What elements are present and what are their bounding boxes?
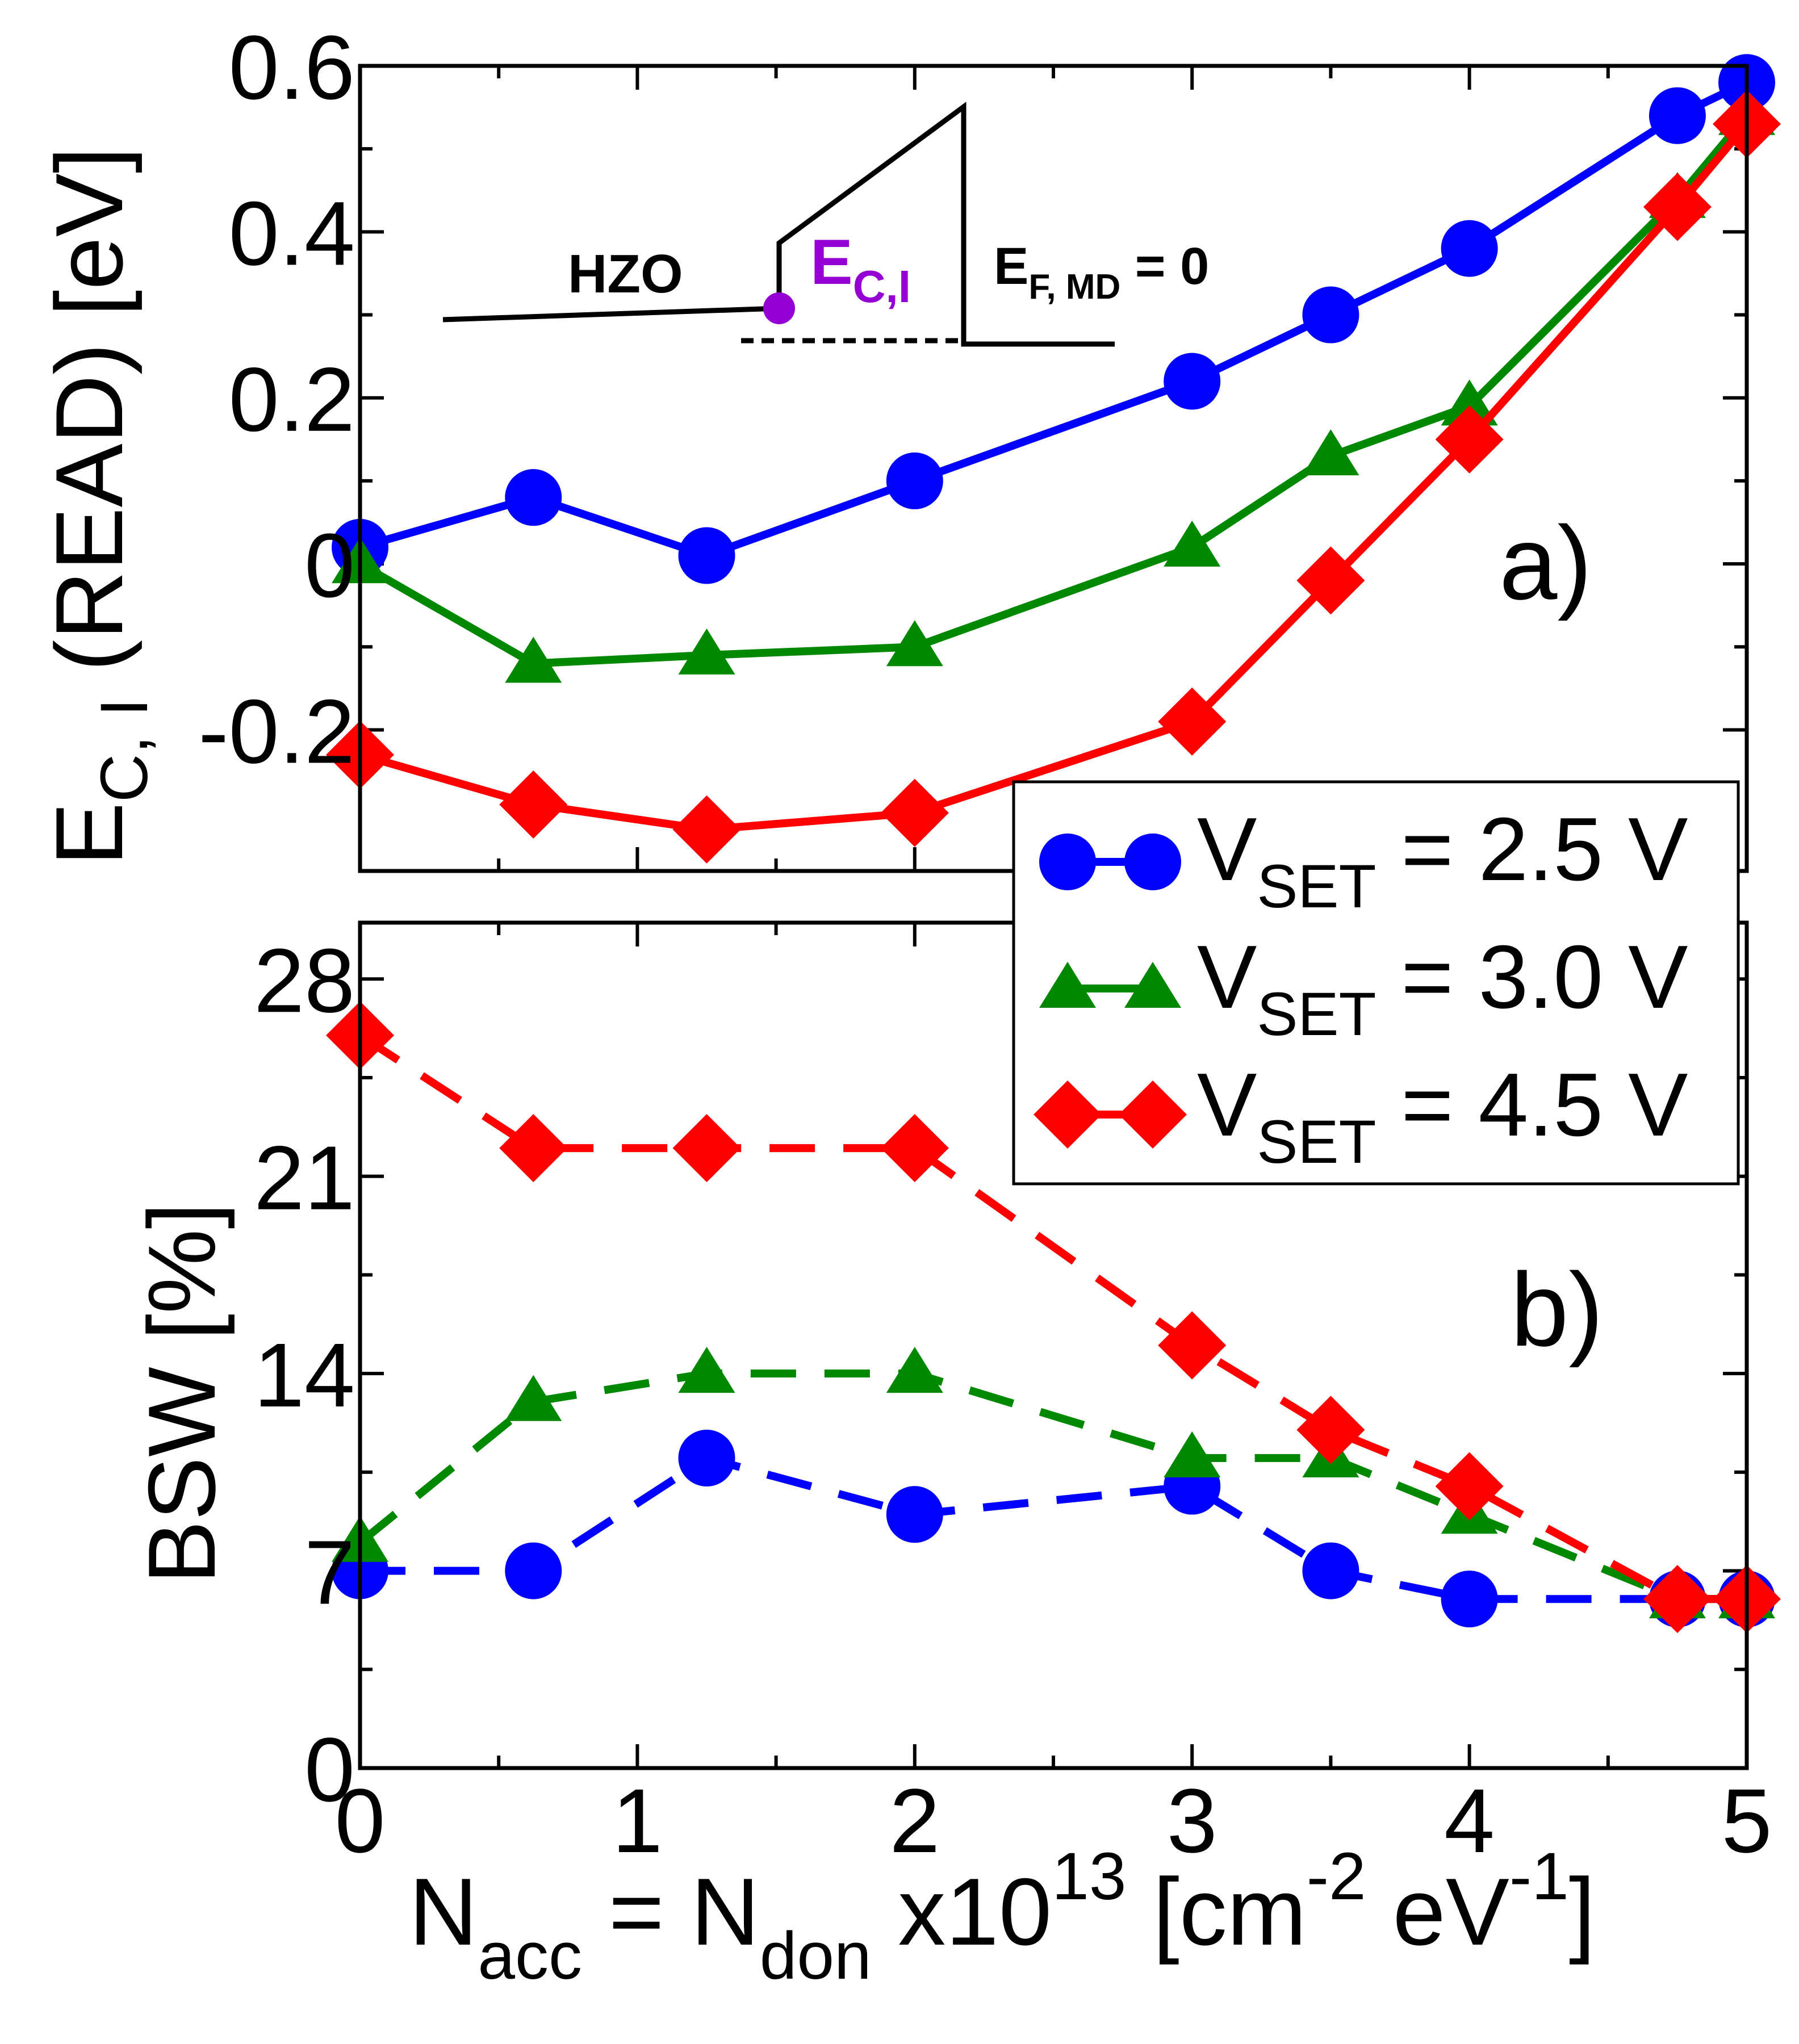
legend-marker-diamond xyxy=(1119,1080,1187,1149)
legend: VSET = 2.5 V VSET = 3.0 V VSET = 4.5 V xyxy=(1012,780,1740,1186)
y-tick-label: -0.2 xyxy=(198,680,355,782)
data-point-diamond xyxy=(1643,173,1712,241)
data-point-circle xyxy=(678,1430,735,1487)
y-tick-label: 14 xyxy=(254,1324,355,1426)
panel-a-y-tick-labels: 0.6 0.4 0.2 0 -0.2 xyxy=(198,16,355,782)
panel-b-label: b) xyxy=(1511,1251,1604,1368)
inset-point-label: EC,I xyxy=(810,227,911,312)
data-point-triangle xyxy=(1164,520,1221,567)
data-point-circle xyxy=(1302,286,1359,344)
data-point-diamond xyxy=(880,778,949,847)
inset-fermi-label: EF, MD = 0 xyxy=(994,237,1209,307)
data-point-triangle xyxy=(886,620,943,667)
legend-label-4-5v: VSET = 4.5 V xyxy=(1197,1055,1688,1176)
legend-label-3-0v: VSET = 3.0 V xyxy=(1197,927,1688,1048)
data-point-diamond xyxy=(672,1114,741,1183)
data-point-diamond xyxy=(672,795,741,864)
data-point-circle xyxy=(505,1542,562,1599)
legend-marker-diamond xyxy=(1034,1080,1102,1149)
legend-marker-triangle xyxy=(1039,962,1096,1008)
panel-b-y-tick-labels: 28 21 14 7 0 xyxy=(254,929,355,1820)
data-point-diamond xyxy=(1158,687,1227,756)
panel-b-y-axis-label: BSW [%] xyxy=(128,1203,235,1584)
data-point-circle xyxy=(1441,220,1498,277)
data-point-circle xyxy=(1649,87,1706,144)
data-point-diamond xyxy=(1158,1311,1227,1380)
data-point-diamond xyxy=(1643,1565,1712,1633)
x-tick-labels: 0 1 2 3 4 5 xyxy=(335,1770,1772,1871)
data-point-triangle xyxy=(678,1347,735,1393)
data-point-circle xyxy=(505,469,562,526)
data-point-triangle xyxy=(886,1347,943,1393)
series-line xyxy=(360,1454,1747,1603)
data-point-triangle xyxy=(678,628,735,675)
data-point-triangle xyxy=(1441,379,1498,426)
data-point-diamond xyxy=(499,1114,568,1183)
x-tick-label: 3 xyxy=(1167,1770,1218,1871)
legend-symbols xyxy=(1034,833,1187,1149)
y-tick-label: 21 xyxy=(254,1127,355,1229)
data-point-triangle xyxy=(1302,429,1359,476)
panel-b-series xyxy=(326,1001,1781,1633)
data-point-circle xyxy=(1441,1570,1498,1628)
data-point-triangle xyxy=(505,1375,562,1421)
data-point-diamond xyxy=(1296,546,1365,615)
x-axis-label: Nacc = Ndon x1013 [cm-2 eV-1] xyxy=(409,1839,1595,1993)
x-tick-label: 5 xyxy=(1722,1770,1772,1871)
legend-marker-triangle xyxy=(1124,962,1181,1008)
band-edge-line xyxy=(442,102,1115,347)
data-point-diamond xyxy=(1435,405,1504,474)
x-tick-label: 4 xyxy=(1444,1770,1495,1871)
data-point-triangle xyxy=(1164,1431,1221,1478)
y-tick-label: 0.2 xyxy=(229,349,355,450)
x-tick-label: 0 xyxy=(335,1770,386,1871)
data-point-circle xyxy=(886,452,943,509)
data-point-diamond xyxy=(880,1114,949,1183)
data-point-triangle xyxy=(505,636,562,683)
panel-a-y-axis-label: EC, I (READ) [eV] xyxy=(36,147,162,866)
panel-b: 28 21 14 7 0 b) BSW [%] xyxy=(128,920,1781,1820)
y-tick-label: 0 xyxy=(304,1719,355,1820)
data-point-circle xyxy=(1164,353,1221,410)
y-tick-label: 0.4 xyxy=(229,182,355,284)
y-tick-label: 7 xyxy=(304,1522,355,1623)
legend-marker-circle xyxy=(1124,833,1181,890)
data-point-circle xyxy=(1302,1542,1359,1599)
y-tick-label: 0.6 xyxy=(229,16,355,118)
data-point-circle xyxy=(678,527,735,584)
data-point-diamond xyxy=(1435,1452,1504,1521)
y-tick-label: 28 xyxy=(254,929,355,1031)
band-diagram-inset: HZO EC,I EF, MD = 0 xyxy=(442,102,1209,347)
data-point-circle xyxy=(886,1486,943,1543)
legend-marker-circle xyxy=(1039,833,1096,890)
data-point-diamond xyxy=(1296,1396,1365,1464)
legend-label-2-5v: VSET = 2.5 V xyxy=(1197,799,1688,920)
panel-a-label: a) xyxy=(1499,504,1592,621)
data-point-diamond xyxy=(499,770,568,839)
x-tick-label: 2 xyxy=(889,1770,940,1871)
y-tick-label: 0 xyxy=(304,514,355,616)
inset-material-label: HZO xyxy=(568,244,683,304)
x-tick-label: 1 xyxy=(612,1770,663,1871)
panel-a: 0.6 0.4 0.2 0 -0.2 HZO EC,I EF, MD = 0 a) EC… xyxy=(36,16,1781,873)
interface-point-marker xyxy=(763,292,795,324)
